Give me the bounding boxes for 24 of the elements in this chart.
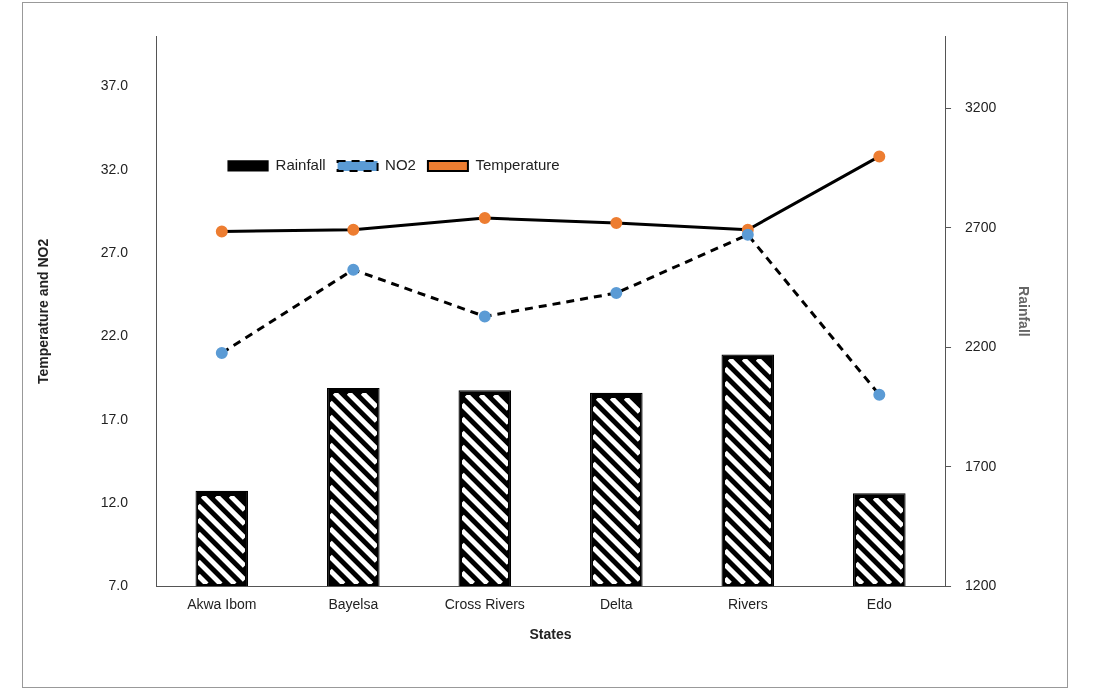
y2-tick-label: 2200: [965, 338, 997, 355]
y-tick-label: 12.0: [100, 493, 129, 510]
y2-axis-title: Rainfall: [1015, 286, 1032, 337]
y-tick-label: 37.0: [100, 77, 129, 94]
y2-tick-label: 3200: [965, 99, 997, 115]
y-tick-label: 32.0: [100, 160, 129, 177]
legend-label: Temperature: [475, 156, 560, 174]
y-tick-label: 27.0: [100, 243, 129, 260]
y-tick-label: 22.0: [100, 327, 129, 344]
x-tick-label: Akwa Ibom: [187, 595, 257, 612]
y-tick-label: 17.0: [100, 410, 129, 427]
x-tick-label: Bayelsa: [328, 595, 379, 612]
y-tick-label: 7.0: [108, 577, 129, 594]
x-tick-label: Edo: [866, 595, 892, 612]
x-tick-label: Cross Rivers: [444, 595, 525, 612]
legend-label: NO2: [385, 156, 416, 174]
y2-tick-label: 2700: [965, 218, 997, 235]
y-axis-title: Temperature and NO2: [35, 238, 52, 385]
x-tick-label: Delta: [599, 595, 633, 612]
y2-tick-label: 1700: [965, 457, 997, 474]
x-axis-title: States: [529, 626, 572, 643]
y2-tick-label: 1200: [965, 577, 997, 594]
x-tick-label: Rivers: [727, 595, 768, 612]
legend-label: Rainfall: [275, 156, 326, 174]
